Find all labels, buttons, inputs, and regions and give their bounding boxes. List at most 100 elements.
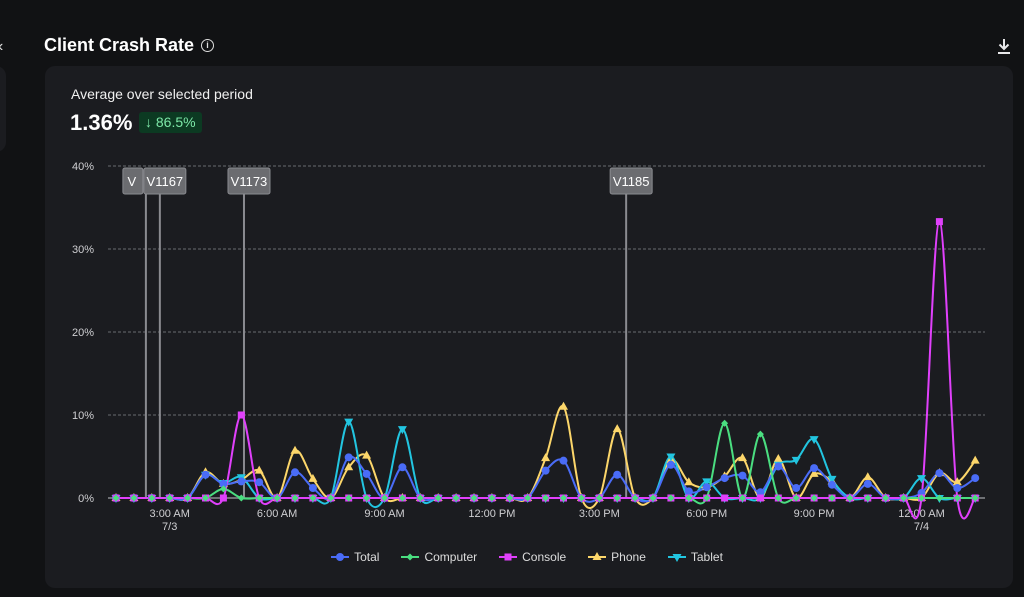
download-icon[interactable] [995,36,1013,56]
x-tick-date: 7/3 [162,521,177,533]
data-point [863,472,873,481]
data-point [362,450,372,459]
data-point [592,552,602,560]
chart-legend: Total Computer Console Phone Tablet [0,550,1024,564]
data-point [935,494,943,502]
y-tick-label: 10% [72,410,94,422]
version-label: V [128,174,137,189]
legend-marker-icon [401,553,420,561]
version-marker-V1173: V1173 [227,167,271,195]
legend-marker-icon [667,554,686,562]
legend-item-phone[interactable]: Phone [588,550,646,564]
data-point [397,426,407,435]
legend-label: Computer [424,550,478,564]
change-value: 86.5% [155,114,196,130]
data-point [918,494,925,502]
data-point [112,494,120,502]
legend-label: Console [522,550,567,564]
data-point [336,553,345,561]
chart-title: Client Crash Rate [44,35,195,55]
data-point [721,419,729,427]
data-point [882,494,890,502]
version-label-box [143,167,187,195]
data-point [560,494,567,502]
data-point [864,494,872,502]
data-point [666,460,675,469]
change-badge: ↓ 86.5% [139,112,202,133]
data-point [201,470,210,479]
data-point [738,453,747,462]
data-point [291,494,299,502]
x-tick-label: 12:00 AM [898,508,944,520]
data-point [774,462,783,471]
data-point [345,494,353,502]
data-point [273,494,281,502]
data-point [416,494,424,502]
data-point [291,468,299,477]
data-point [721,494,729,502]
data-point [308,484,317,493]
data-point [810,464,819,473]
data-point [756,488,765,497]
legend-marker-icon [331,553,350,561]
info-icon[interactable]: i [201,39,215,52]
data-point [756,430,764,438]
legend-item-tablet[interactable]: Tablet [667,550,723,564]
data-point [613,494,621,502]
data-point [506,494,514,502]
legend-item-console[interactable]: Console [499,550,566,564]
data-point [667,494,675,502]
x-tick-label: 6:00 PM [686,508,727,520]
data-point [219,479,228,488]
data-point [470,494,478,502]
legend-label: Phone [611,550,646,564]
data-point [935,469,944,478]
data-point [219,485,227,493]
data-point [900,494,908,502]
data-point [255,478,264,487]
data-point [684,487,693,496]
data-point [237,494,245,502]
data-point [577,494,585,502]
data-point [738,471,747,480]
data-point [952,477,962,486]
data-point [828,494,836,502]
data-point [327,494,335,502]
data-point [774,494,782,502]
series-computer-points [112,419,979,502]
legend-item-total[interactable]: Total [331,550,379,564]
version-marker-V: V [122,167,144,195]
data-point [184,494,192,502]
data-point [809,436,819,445]
adjacent-card-icon: ‹ [0,38,3,56]
x-tick-label: 12:00 PM [468,508,515,520]
data-point [672,554,682,562]
data-point [202,494,209,502]
data-point [219,494,227,502]
x-tick-date: 7/4 [914,521,929,533]
data-point [344,462,354,471]
data-point [363,494,371,502]
data-point [254,465,264,474]
legend-label: Total [354,550,380,564]
data-point [703,494,711,502]
data-point [381,494,388,502]
version-label-box [609,167,653,195]
data-point [846,494,854,502]
average-label: Average over selected period [71,86,253,102]
legend-marker-icon [588,552,607,560]
data-point [809,468,819,477]
data-point [542,494,550,502]
version-marker-V1185: V1185 [609,167,653,195]
data-point [666,453,676,462]
version-marker-V1167: V1167 [143,167,187,195]
data-point [308,473,318,482]
data-point [488,494,496,502]
data-point [524,494,532,502]
legend-item-computer[interactable]: Computer [401,550,477,564]
x-tick-label: 9:00 AM [364,508,404,520]
data-point [791,456,801,465]
data-point [649,494,657,502]
data-point [863,479,872,488]
